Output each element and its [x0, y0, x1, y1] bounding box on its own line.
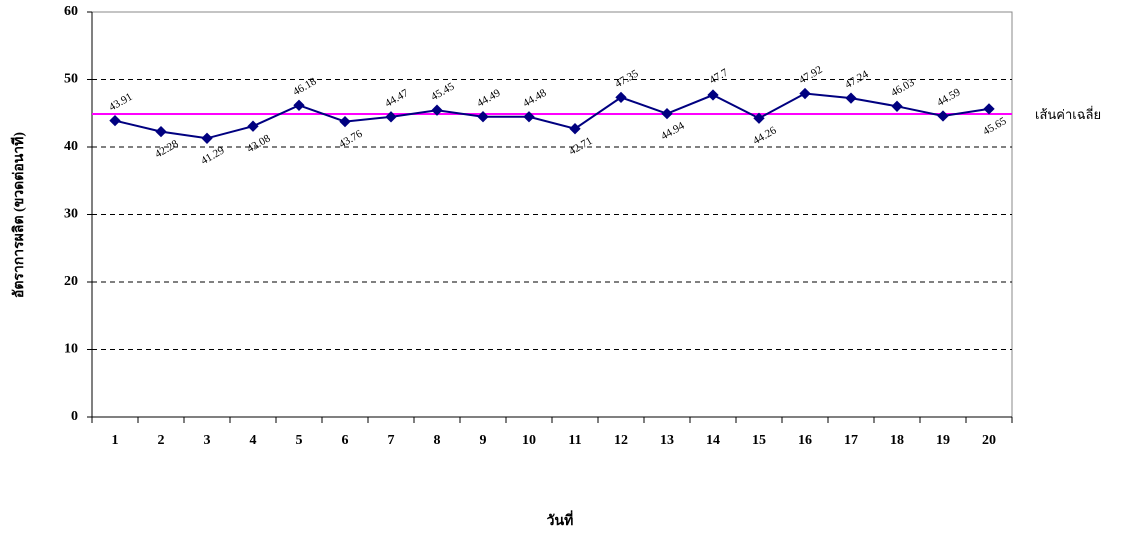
data-point [385, 111, 396, 122]
value-label: 42.28 [153, 138, 181, 161]
x-tick-label: 11 [568, 433, 581, 448]
value-label: 45.65 [981, 115, 1009, 138]
data-point [661, 108, 672, 119]
chart: วันที่ อัตราการผลิต (ขวดต่อนาที) 0 10 20 30… [0, 0, 1127, 537]
x-tick-label: 6 [342, 433, 349, 448]
x-tick-label: 20 [982, 433, 996, 448]
value-label: 44.59 [935, 86, 963, 109]
value-label: 43.91 [107, 91, 134, 114]
x-tick-label: 4 [250, 433, 257, 448]
value-label: 47.92 [797, 64, 824, 87]
value-label: 47.35 [613, 67, 641, 90]
data-point [339, 116, 350, 127]
x-tick-label: 19 [936, 433, 950, 448]
value-label: 41.29 [199, 144, 227, 167]
value-label: 44.26 [751, 124, 779, 147]
series-line [115, 94, 989, 139]
x-tick-label: 13 [660, 433, 674, 448]
value-label: 44.49 [475, 87, 503, 110]
y-tick-label: 40 [64, 139, 78, 154]
y-axis-label: อัตราการผลิต (ขวดต่อนาที) [11, 132, 27, 298]
data-point [293, 100, 304, 111]
x-tick-label: 14 [706, 433, 720, 448]
value-label: 44.94 [659, 120, 687, 143]
x-tick-label: 15 [752, 433, 766, 448]
x-tick-label: 12 [614, 433, 628, 448]
value-label: 42.71 [567, 135, 594, 158]
data-point [523, 111, 534, 122]
y-tick-label: 50 [64, 72, 78, 87]
data-point [983, 103, 994, 114]
data-point [247, 121, 258, 132]
value-label: 44.47 [383, 87, 411, 110]
data-point [109, 115, 120, 126]
x-tick-label: 9 [480, 433, 487, 448]
data-point [799, 88, 810, 99]
x-tick-label: 10 [522, 433, 536, 448]
data-point [155, 126, 166, 137]
value-label: 47.7 [707, 66, 730, 86]
value-label: 43.76 [337, 128, 365, 151]
data-point [201, 133, 212, 144]
x-tick-label: 8 [434, 433, 441, 448]
x-tick-label: 16 [798, 433, 812, 448]
value-label: 46.18 [291, 75, 319, 98]
data-point [937, 110, 948, 121]
x-tick-label: 3 [204, 433, 211, 448]
data-point [569, 123, 580, 134]
value-label: 45.45 [429, 80, 457, 103]
y-tick-label: 30 [64, 207, 78, 222]
data-point [707, 89, 718, 100]
data-point [615, 92, 626, 103]
data-point [891, 101, 902, 112]
x-axis-label: วันที่ [547, 510, 574, 529]
value-label: 44.48 [521, 87, 549, 110]
average-label: เส้นค่าเฉลี่ย [1035, 106, 1101, 122]
y-tick-label: 0 [71, 409, 78, 424]
value-label: 47.24 [843, 68, 871, 91]
y-tick-label: 60 [64, 4, 78, 19]
x-tick-label: 7 [388, 433, 395, 448]
x-tick-label: 18 [890, 433, 904, 448]
x-tick-label: 2 [158, 433, 165, 448]
x-tick-label: 5 [296, 433, 303, 448]
value-label: 43.08 [245, 132, 273, 155]
y-tick-label: 20 [64, 274, 78, 289]
data-point [477, 111, 488, 122]
x-tick-label: 17 [844, 433, 858, 448]
y-tick-label: 10 [64, 342, 78, 357]
data-point [845, 92, 856, 103]
x-tick-label: 1 [112, 433, 119, 448]
